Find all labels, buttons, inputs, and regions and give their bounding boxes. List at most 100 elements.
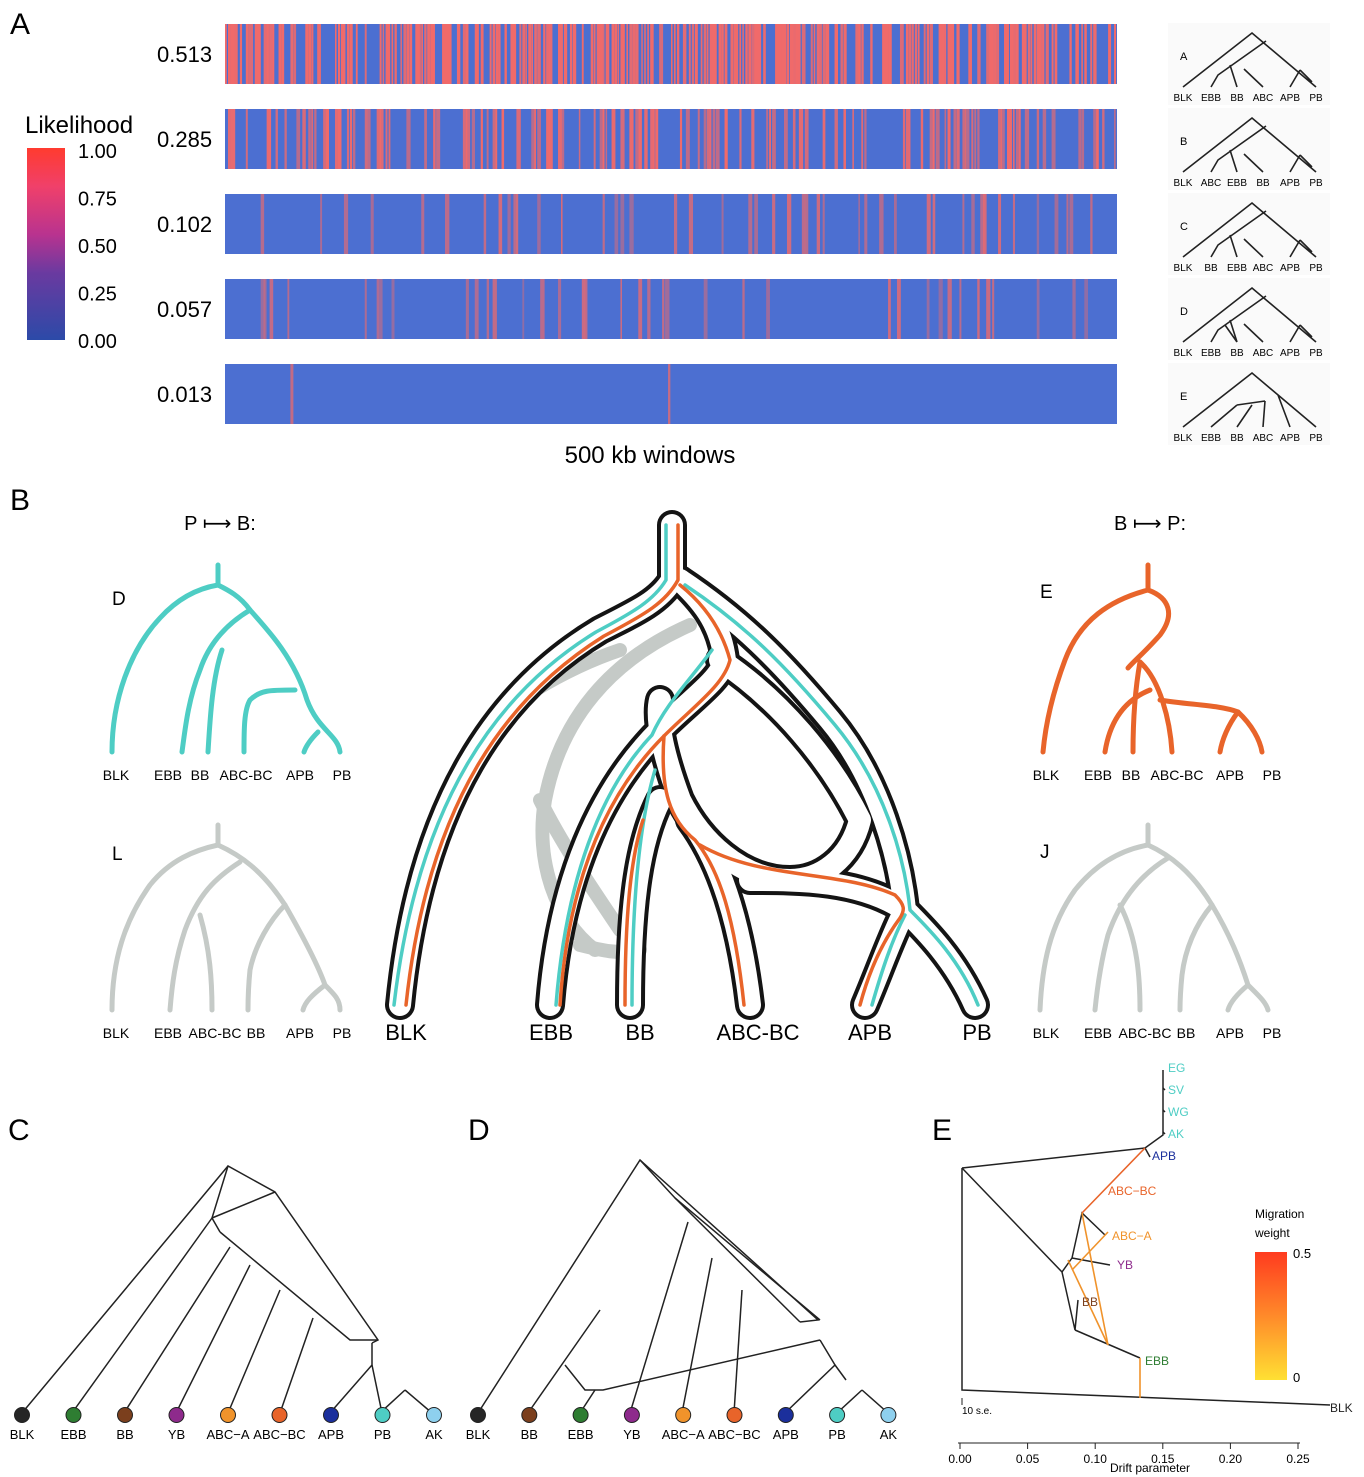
heat-stripe	[611, 24, 615, 84]
heat-stripe	[230, 109, 236, 169]
heat-stripe	[370, 194, 374, 254]
tip-label: EBB	[568, 1427, 594, 1442]
heat-stripe	[620, 109, 625, 169]
heat-stripe	[772, 109, 776, 169]
heat-stripe	[944, 109, 947, 169]
treemix-label: ABC−A	[1112, 1229, 1152, 1243]
topology-tip: APB	[1280, 348, 1300, 359]
tree-tip: EBB	[154, 767, 182, 783]
heat-stripe	[956, 24, 960, 84]
heat-stripe	[971, 194, 975, 254]
heat-stripe	[465, 279, 469, 339]
tip-label: PB	[828, 1427, 845, 1442]
heat-stripe	[956, 109, 960, 169]
tree-e-orange	[1040, 562, 1265, 755]
heat-stripe	[703, 279, 708, 339]
heat-stripe	[599, 109, 604, 169]
heat-stripe	[899, 24, 904, 84]
tree-bg	[1168, 193, 1330, 275]
tip-dot	[271, 1407, 288, 1423]
tree-tip: EBB	[1084, 767, 1112, 783]
tip-label: ABC−A	[207, 1427, 250, 1442]
heat-stripe	[492, 109, 497, 169]
topology-tip: EBB	[1201, 348, 1221, 359]
tip-dot	[470, 1407, 486, 1423]
heat-stripe	[385, 109, 388, 169]
heat-stripe	[248, 24, 254, 84]
heat-stripe	[617, 24, 620, 84]
heat-stripe	[269, 279, 274, 339]
heat-stripe	[239, 24, 243, 84]
heat-stripe	[789, 24, 794, 84]
heat-stripe	[531, 24, 534, 84]
heat-stripe	[1090, 24, 1093, 84]
heat-stripe	[543, 24, 546, 84]
heat-stripe	[965, 109, 970, 169]
tree-tip: BB	[1122, 767, 1141, 783]
panel-letter-e: E	[932, 1114, 952, 1147]
heat-stripe	[733, 24, 737, 84]
panel-letter-b: B	[10, 484, 30, 517]
heat-stripe	[546, 24, 550, 84]
heat-stripe	[1081, 24, 1083, 84]
migration-legend-max: 0.5	[1293, 1246, 1311, 1261]
topology-tip: PB	[1309, 348, 1323, 359]
tree-l-tips: BLK EBB ABC-BC BB APB PB	[103, 1025, 352, 1041]
heat-stripe	[920, 109, 924, 169]
heat-stripe	[923, 24, 926, 84]
heat-stripe	[754, 24, 759, 84]
heat-stripe	[1081, 109, 1085, 169]
topology-tip: BLK	[1174, 348, 1193, 359]
heat-stripe	[1114, 24, 1117, 84]
heat-stripe	[668, 364, 671, 424]
heat-stripe	[245, 109, 248, 169]
heat-stripe	[971, 109, 974, 169]
heat-stripe	[474, 279, 479, 339]
heat-stripe	[775, 24, 779, 84]
topology-tip: ABC	[1253, 433, 1274, 444]
heat-stripe	[947, 109, 951, 169]
row-value: 0.285	[157, 127, 212, 152]
heat-stripe	[629, 194, 634, 254]
heat-stripe	[855, 24, 859, 84]
tree-tip: BB	[191, 767, 210, 783]
heat-stripe	[605, 24, 610, 84]
heat-stripe	[1039, 24, 1045, 84]
heat-stripe	[647, 279, 651, 339]
heat-stripe	[596, 24, 601, 84]
heat-stripe	[465, 24, 469, 84]
heat-stripe	[352, 109, 356, 169]
heat-stripe	[926, 279, 930, 339]
heat-stripe	[962, 109, 966, 169]
center-tip: ABC-BC	[716, 1020, 799, 1045]
heat-stripe	[766, 279, 770, 339]
heat-stripe	[819, 24, 822, 84]
tip-dot	[777, 1407, 794, 1423]
heat-stripe	[1069, 24, 1072, 84]
heat-stripe	[391, 24, 394, 84]
heat-stripe	[834, 109, 838, 169]
heat-stripe	[861, 24, 864, 84]
heat-stripe	[614, 194, 619, 254]
heat-stripe	[671, 24, 673, 84]
heat-stripe	[778, 24, 782, 84]
topology-tip: PB	[1309, 263, 1323, 274]
heat-stripe	[795, 24, 800, 84]
heat-stripe	[834, 24, 838, 84]
heat-stripe	[688, 194, 694, 254]
heat-stripe	[263, 24, 269, 84]
heat-stripe	[540, 279, 545, 339]
heat-stripe	[504, 24, 507, 84]
heat-stripe	[1051, 109, 1056, 169]
heat-stripe	[257, 24, 261, 84]
drift-axis-label: Drift parameter	[1110, 1461, 1190, 1475]
heat-stripe	[929, 24, 933, 84]
heat-stripe	[751, 109, 755, 169]
heat-stripe	[379, 24, 382, 84]
heat-stripe	[388, 109, 391, 169]
heat-stripe	[861, 109, 864, 169]
likelihood-heat-rows: 0.513 0.285 0.102 0.057 0.013	[157, 24, 1117, 424]
tree-j-grey	[1037, 822, 1271, 1013]
heat-stripe	[1012, 24, 1017, 84]
